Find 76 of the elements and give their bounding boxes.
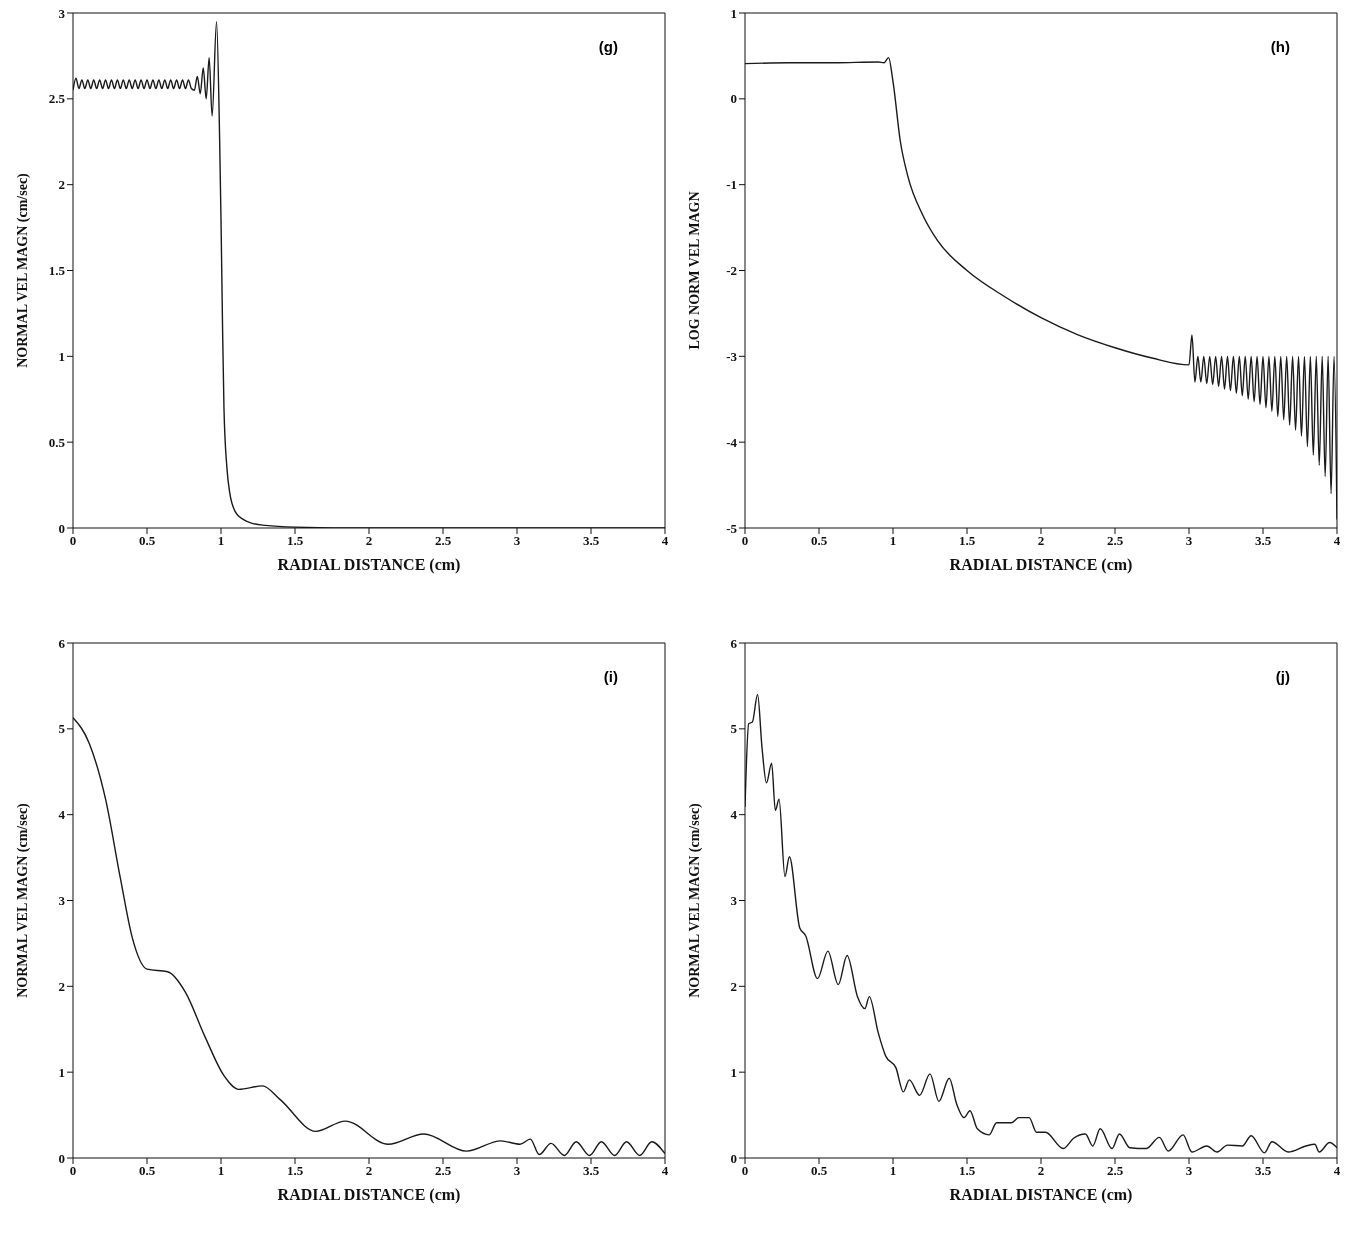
y-tick-label: 2 (730, 978, 737, 994)
y-tick-label: 4 (58, 807, 66, 823)
x-tick-label: 4 (661, 533, 669, 549)
x-axis-title: RADIAL DISTANCE (cm) (949, 1186, 1133, 1204)
y-tick-label: 1 (58, 348, 65, 364)
y-tick-label: -4 (726, 434, 738, 450)
y-tick-label: 6 (730, 635, 738, 651)
x-tick-label: 1.5 (286, 533, 304, 549)
x-tick-label: 0.5 (810, 1163, 828, 1179)
x-tick-label: 0 (69, 533, 77, 549)
x-tick-label: 1 (889, 1163, 897, 1179)
y-tick-label: -2 (726, 263, 737, 279)
x-tick-label: 1 (217, 1163, 225, 1179)
x-tick-label: 0 (741, 533, 749, 549)
x-tick-label: 0.5 (138, 533, 156, 549)
y-tick-label: 3 (58, 893, 66, 909)
y-tick-label: 3 (730, 893, 738, 909)
y-tick-label: 4 (730, 807, 738, 823)
y-tick-label: 5 (58, 721, 66, 737)
x-tick-label: 1 (217, 533, 225, 549)
y-tick-label: 0 (730, 1150, 737, 1166)
x-tick-label: 0.5 (810, 533, 828, 549)
y-tick-label: 1 (58, 1064, 65, 1080)
x-tick-label: 2.5 (1106, 533, 1124, 549)
y-tick-label: 0.5 (48, 434, 66, 450)
x-axis-title: RADIAL DISTANCE (cm) (277, 556, 461, 574)
annotation: (h) (1270, 38, 1290, 55)
x-tick-label: 0.5 (138, 1163, 156, 1179)
y-axis-title: NORMAL VEL MAGN (cm/sec) (14, 172, 31, 368)
x-axis-title: RADIAL DISTANCE (cm) (949, 556, 1133, 574)
x-tick-label: 3.5 (582, 1163, 600, 1179)
y-tick-label: 0 (730, 91, 737, 107)
x-tick-label: 0 (69, 1163, 77, 1179)
y-axis-title: LOG NORM VEL MAGN (686, 191, 702, 350)
x-tick-label: 2.5 (1106, 1163, 1124, 1179)
y-tick-label: 2.5 (48, 91, 66, 107)
x-tick-label: 1.5 (958, 533, 976, 549)
x-axis-title: RADIAL DISTANCE (cm) (277, 1186, 461, 1204)
x-tick-label: 1.5 (958, 1163, 976, 1179)
x-tick-label: 0 (741, 1163, 749, 1179)
x-tick-label: 3.5 (582, 533, 600, 549)
x-tick-label: 3.5 (1254, 1163, 1272, 1179)
y-axis-title: NORMAL VEL MAGN (cm/sec) (14, 802, 31, 998)
x-tick-label: 4 (1333, 533, 1341, 549)
x-tick-label: 3 (513, 533, 521, 549)
y-tick-label: -1 (726, 177, 737, 193)
x-tick-label: 3 (513, 1163, 521, 1179)
y-tick-label: 2 (58, 978, 65, 994)
x-tick-label: 2 (365, 533, 373, 549)
y-tick-label: 2 (58, 177, 65, 193)
x-tick-label: 1.5 (286, 1163, 304, 1179)
x-tick-label: 2 (1037, 533, 1045, 549)
x-tick-label: 1 (889, 533, 897, 549)
y-tick-label: 3 (58, 5, 66, 21)
x-tick-label: 4 (661, 1163, 669, 1179)
y-axis-title: NORMAL VEL MAGN (cm/sec) (686, 802, 703, 998)
x-tick-label: 2 (365, 1163, 373, 1179)
x-tick-label: 4 (1333, 1163, 1341, 1179)
y-tick-label: -3 (726, 348, 738, 364)
x-tick-label: 3 (1185, 533, 1193, 549)
annotation: (j) (1275, 668, 1290, 685)
y-tick-label: 6 (58, 635, 66, 651)
y-tick-label: 0 (58, 1150, 65, 1166)
y-tick-label: -5 (726, 520, 738, 536)
x-tick-label: 2 (1037, 1163, 1045, 1179)
annotation: (g) (598, 38, 618, 55)
x-tick-label: 2.5 (434, 1163, 452, 1179)
x-tick-label: 3.5 (1254, 533, 1272, 549)
y-tick-label: 1 (730, 5, 737, 21)
x-tick-label: 3 (1185, 1163, 1193, 1179)
y-tick-label: 1.5 (48, 263, 66, 279)
annotation: (i) (603, 668, 618, 685)
y-tick-label: 5 (730, 721, 738, 737)
y-tick-label: 1 (730, 1064, 737, 1080)
x-tick-label: 2.5 (434, 533, 452, 549)
y-tick-label: 0 (58, 520, 65, 536)
